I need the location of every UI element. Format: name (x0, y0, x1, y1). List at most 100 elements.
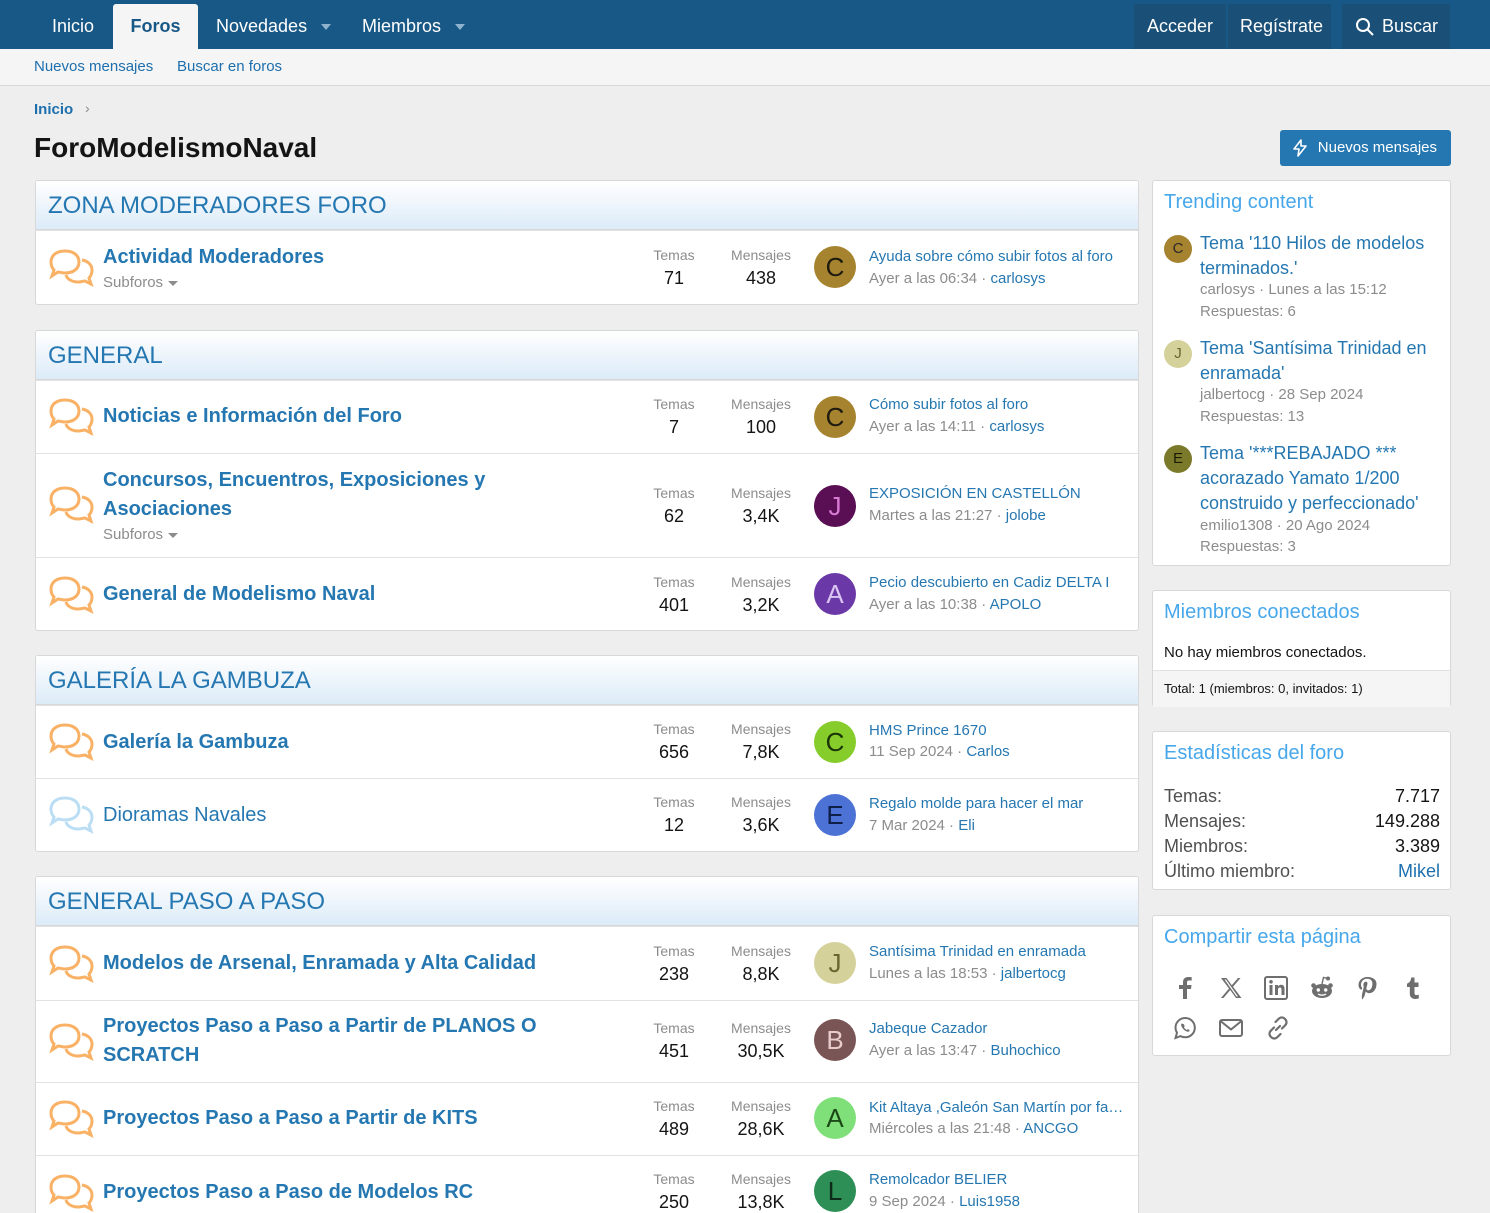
latest-member-link[interactable]: Mikel (1397, 861, 1440, 881)
last-post-title[interactable]: Ayuda sobre cómo subir fotos al foro (869, 248, 1114, 265)
trending-title[interactable]: Trending content (1164, 191, 1314, 213)
forum-title[interactable]: Dioramas Navales (103, 804, 267, 826)
last-post-user[interactable]: carlosys (990, 270, 1046, 287)
trending-item-title[interactable]: Tema '***REBAJADO *** acorazado Yamato 1… (1200, 443, 1419, 513)
avatar[interactable]: A (814, 1097, 856, 1139)
last-post-meta: Ayer a las 10:38 · APOLO (869, 596, 1042, 613)
forum-title[interactable]: Proyectos Paso a Paso de Modelos RC (103, 1181, 474, 1203)
forum-title[interactable]: Noticias e Información del Foro (103, 405, 402, 427)
last-post-title[interactable]: Cómo subir fotos al foro (869, 396, 1029, 413)
pinterest-icon[interactable] (1352, 973, 1382, 1003)
forum-title[interactable]: Proyectos Paso a Paso a Partir de KITS (103, 1107, 478, 1129)
new-posts-link[interactable]: Nuevos mensajes (34, 58, 154, 75)
messages-count: 28,6K (737, 1119, 785, 1139)
forum-title[interactable]: Concursos, Encuentros, Exposiciones y As… (103, 469, 486, 520)
avatar[interactable]: C (814, 396, 856, 438)
whatsapp-icon[interactable] (1170, 1013, 1200, 1043)
last-post-title[interactable]: EXPOSICIÓN EN CASTELLÓN (869, 485, 1081, 502)
avatar[interactable]: E (814, 794, 856, 836)
forum-unread-icon (49, 1100, 94, 1138)
category-title[interactable]: GENERAL (36, 331, 1138, 380)
last-post-user[interactable]: jalbertocg (1000, 965, 1066, 982)
chevron-down-icon[interactable] (455, 24, 466, 31)
last-post-user[interactable]: carlosys (989, 418, 1045, 435)
forum-title[interactable]: Proyectos Paso a Paso a Partir de PLANOS… (103, 1015, 537, 1066)
last-post-user[interactable]: Buhochico (990, 1042, 1061, 1059)
last-post-time: Ayer a las 10:38 (869, 596, 978, 613)
last-post-title[interactable]: Santísima Trinidad en enramada (869, 943, 1086, 960)
tab-inicio[interactable]: Inicio (52, 16, 95, 36)
last-post-time: Miércoles a las 21:48 (869, 1120, 1011, 1137)
stat-label: Último miembro: (1164, 861, 1296, 881)
trending-widget: Trending content C Tema '110 Hilos de mo… (1152, 180, 1451, 566)
threads-stat: Temas 656 (634, 721, 714, 763)
trending-item-title[interactable]: Tema 'Santísima Trinidad en enramada' (1200, 338, 1427, 383)
category-title[interactable]: GALERÍA LA GAMBUZA (36, 656, 1138, 705)
messages-stat: Mensajes 7,8K (721, 721, 801, 763)
category-title[interactable]: ZONA MODERADORES FORO (36, 181, 1138, 230)
last-post-user[interactable]: APOLO (989, 596, 1042, 613)
last-post-user[interactable]: Luis1958 (959, 1193, 1020, 1210)
avatar[interactable]: J (814, 485, 856, 527)
search-forums-link[interactable]: Buscar en foros (177, 58, 283, 75)
avatar[interactable]: C (814, 246, 856, 288)
trending-item-title[interactable]: Tema '110 Hilos de modelos terminados.' (1200, 233, 1425, 278)
forum-title[interactable]: Actividad Moderadores (103, 246, 325, 268)
last-post-user[interactable]: Eli (958, 817, 975, 834)
stat-row: Mensajes: 149.288 (1164, 811, 1440, 836)
search-icon (1356, 18, 1374, 36)
register-button[interactable]: Regístrate (1228, 4, 1331, 49)
threads-label: Temas (653, 794, 695, 810)
search-button[interactable]: Buscar (1342, 4, 1450, 49)
link-icon[interactable] (1263, 1013, 1293, 1043)
trending-item-replies: Respuestas: 13 (1200, 408, 1305, 425)
avatar[interactable]: C (814, 721, 856, 763)
subforums-toggle[interactable]: Subforos (103, 274, 179, 291)
messages-stat: Mensajes 8,8K (721, 943, 801, 985)
reddit-icon[interactable] (1307, 973, 1337, 1003)
last-post-user[interactable]: ANCGO (1023, 1120, 1079, 1137)
messages-label: Mensajes (731, 485, 791, 501)
threads-stat: Temas 7 (634, 396, 714, 438)
tab-novedades[interactable]: Novedades (198, 4, 349, 49)
last-post-title[interactable]: Jabeque Cazador (869, 1020, 988, 1037)
forum-title[interactable]: Galería la Gambuza (103, 731, 289, 753)
x-icon[interactable] (1216, 973, 1246, 1003)
tumblr-icon[interactable] (1398, 973, 1428, 1003)
avatar[interactable]: L (814, 1170, 856, 1212)
avatar[interactable]: E (1164, 445, 1192, 473)
forum-title[interactable]: Modelos de Arsenal, Enramada y Alta Cali… (103, 952, 537, 974)
avatar[interactable]: C (1164, 235, 1192, 263)
login-button[interactable]: Acceder (1134, 4, 1226, 49)
share-title[interactable]: Compartir esta página (1164, 926, 1361, 948)
forum-stats-title[interactable]: Estadísticas del foro (1164, 742, 1345, 764)
last-post-title[interactable]: HMS Prince 1670 (869, 722, 987, 739)
chevron-down-icon[interactable] (321, 24, 332, 31)
avatar[interactable]: J (814, 942, 856, 984)
breadcrumb-home[interactable]: Inicio (34, 101, 74, 118)
tab-miembros[interactable]: Miembros (344, 4, 483, 49)
threads-label: Temas (653, 396, 695, 412)
new-posts-button[interactable]: Nuevos mensajes (1280, 130, 1451, 166)
facebook-icon[interactable] (1170, 973, 1200, 1003)
last-post-time: 11 Sep 2024 (869, 743, 953, 760)
forum-title[interactable]: General de Modelismo Naval (103, 583, 376, 605)
last-post-title[interactable]: Remolcador BELIER (869, 1171, 1008, 1188)
last-post-title[interactable]: Kit Altaya ,Galeón San Martín por fascíc… (869, 1099, 1124, 1116)
subforums-toggle[interactable]: Subforos (103, 526, 179, 543)
forum-row: Galería la Gambuza Temas 656 Mensajes 7,8K… (36, 705, 1138, 778)
threads-stat: Temas 401 (634, 574, 714, 616)
avatar[interactable]: B (814, 1019, 856, 1061)
last-post-title[interactable]: Regalo molde para hacer el mar (869, 795, 1084, 812)
last-post-title[interactable]: Pecio descubierto en Cadiz DELTA I (869, 574, 1110, 591)
email-icon[interactable] (1216, 1013, 1246, 1043)
stat-label: Miembros: (1164, 836, 1249, 856)
tab-foros[interactable]: Foros (113, 4, 198, 49)
linkedin-icon[interactable] (1261, 973, 1291, 1003)
avatar[interactable]: J (1164, 340, 1192, 368)
last-post-user[interactable]: jolobe (1005, 507, 1046, 524)
avatar[interactable]: A (814, 573, 856, 615)
category-title[interactable]: GENERAL PASO A PASO (36, 877, 1138, 926)
last-post-user[interactable]: Carlos (966, 743, 1010, 760)
online-members-title[interactable]: Miembros conectados (1164, 601, 1360, 623)
